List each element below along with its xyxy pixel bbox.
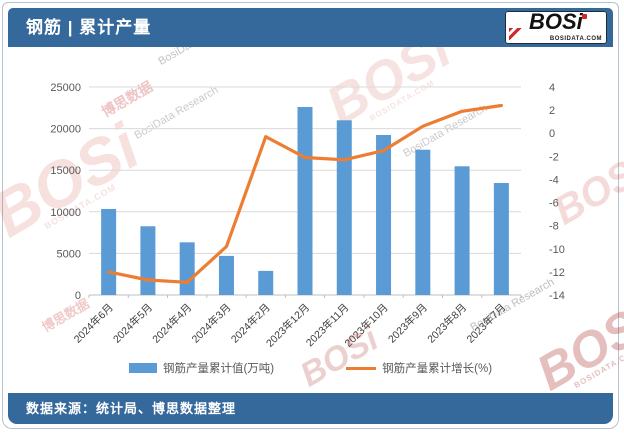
bar-2023年7月 xyxy=(493,183,509,295)
x-axis-category-label: 2023年7月 xyxy=(464,301,509,346)
combo-chart: 0 5000 10000 15000 20000 25000 4 2 0 -2 -4 -6 -8 -10 -… xyxy=(50,82,565,350)
right-axis-tick-label: -10 xyxy=(549,244,565,256)
logo-dot-icon xyxy=(582,14,587,19)
header-bar: 钢筋 | 累计产量 BOSi BOSIDATA.COM xyxy=(8,8,613,47)
left-axis-tick-label: 0 xyxy=(75,290,81,302)
x-axis-category-label: 2024年5月 xyxy=(110,301,155,346)
left-axis-tick-label: 20000 xyxy=(50,124,81,136)
legend-item-line: 钢筋产量累计增长(%) xyxy=(346,360,492,376)
bar-2023年10月 xyxy=(376,135,392,295)
bar-2024年6月 xyxy=(101,208,117,295)
legend-label-line: 钢筋产量累计增长(%) xyxy=(382,363,493,375)
x-axis-category-label: 2024年3月 xyxy=(189,301,234,346)
bar-2023年11月 xyxy=(336,120,352,295)
left-axis-tick-label: 5000 xyxy=(57,248,81,260)
right-axis-tick-label: -12 xyxy=(549,267,565,279)
logo-stripes-icon xyxy=(509,28,525,40)
bar-2023年12月 xyxy=(297,106,313,295)
footer-bar: 数据来源：统计局、博思数据整理 xyxy=(8,393,613,424)
right-axis-tick-label: 2 xyxy=(549,105,555,117)
legend-item-bars: 钢筋产量累计值(万吨) xyxy=(128,360,275,376)
bar-swatch-icon xyxy=(128,363,157,373)
right-axis-tick-label: -6 xyxy=(549,198,559,210)
logo-text: BOSi xyxy=(529,9,583,34)
right-axis-tick-label: -8 xyxy=(549,221,559,233)
bar-2024年5月 xyxy=(140,226,156,295)
right-axis-tick-label: 0 xyxy=(549,128,555,140)
chart-legend: 钢筋产量累计值(万吨) 钢筋产量累计增长(%) xyxy=(3,360,618,376)
x-axis-category-label: 2023年8月 xyxy=(425,301,470,346)
bar-2024年3月 xyxy=(218,255,234,295)
legend-label-bars: 钢筋产量累计值(万吨) xyxy=(162,363,275,375)
right-axis-tick-label: -2 xyxy=(549,151,559,163)
bar-2023年9月 xyxy=(415,149,431,295)
line-swatch-icon xyxy=(346,366,377,370)
right-axis-tick-label: 4 xyxy=(549,82,555,94)
bosi-logo: BOSi BOSIDATA.COM xyxy=(505,9,607,44)
data-source-text: 数据来源：统计局、博思数据整理 xyxy=(26,401,237,416)
left-axis-tick-label: 25000 xyxy=(50,82,81,94)
left-axis-tick-label: 15000 xyxy=(50,165,81,177)
left-axis-tick-label: 10000 xyxy=(50,207,81,219)
logo-site: BOSIDATA.COM xyxy=(549,36,602,42)
page-title: 钢筋 | 累计产量 xyxy=(26,18,152,37)
right-axis-tick-label: -4 xyxy=(549,174,559,186)
x-axis-category-label: 2024年4月 xyxy=(150,301,195,346)
x-axis-category-label: 2024年6月 xyxy=(71,301,116,346)
right-axis-tick-label: -14 xyxy=(549,290,565,302)
x-axis-category-label: 2023年9月 xyxy=(385,301,430,346)
bar-2024年2月 xyxy=(258,270,274,295)
bar-2024年4月 xyxy=(179,242,195,295)
bar-2023年8月 xyxy=(454,166,470,295)
growth-line xyxy=(107,103,503,284)
